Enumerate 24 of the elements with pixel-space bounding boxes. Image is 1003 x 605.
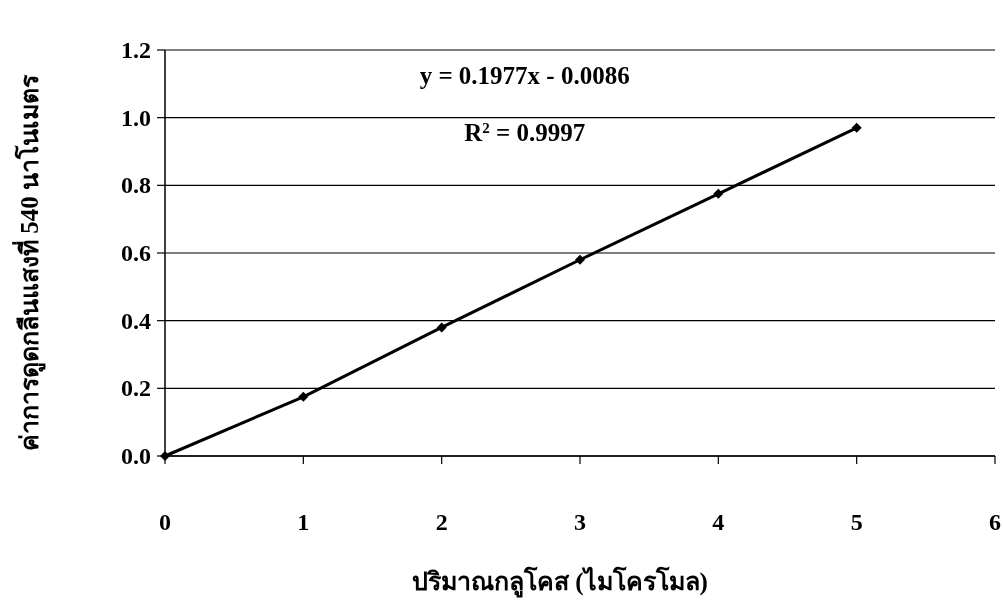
x-axis-title: ปริมาณกลูโคส (ไมโครโมล) [412,566,708,598]
point [160,451,170,461]
y-tick-label: 0.8 [121,172,151,199]
y-tick-label: 1.2 [121,37,151,63]
x-tick-label: 0 [159,509,171,535]
point [298,391,309,402]
x-tick-label: 1 [297,509,310,535]
x-tick-label: 2 [435,509,448,535]
annotation: R$^{2}$ = 0.9997 [464,119,586,147]
y-tick-label: 0.0 [121,443,151,469]
y-tick-label: 0.2 [121,375,151,402]
annotation: y = 0.1977x - 0.0086 [419,61,630,89]
x-tick-label: 6 [989,509,1001,535]
point [713,188,724,199]
x-tick-label: 4 [712,509,725,535]
y-axis-title: ค่าการดูดกลืนแสงที่ 540 นาโนเมตร [12,74,46,451]
point [575,254,585,265]
point [851,122,862,133]
x-tick-label: 3 [574,509,586,535]
y-tick-label: 0.4 [121,307,151,334]
y-tick-label: 0.6 [121,240,151,266]
point [436,322,447,333]
x-tick-label: 5 [850,509,863,535]
y-tick-label: 1.0 [121,104,151,131]
